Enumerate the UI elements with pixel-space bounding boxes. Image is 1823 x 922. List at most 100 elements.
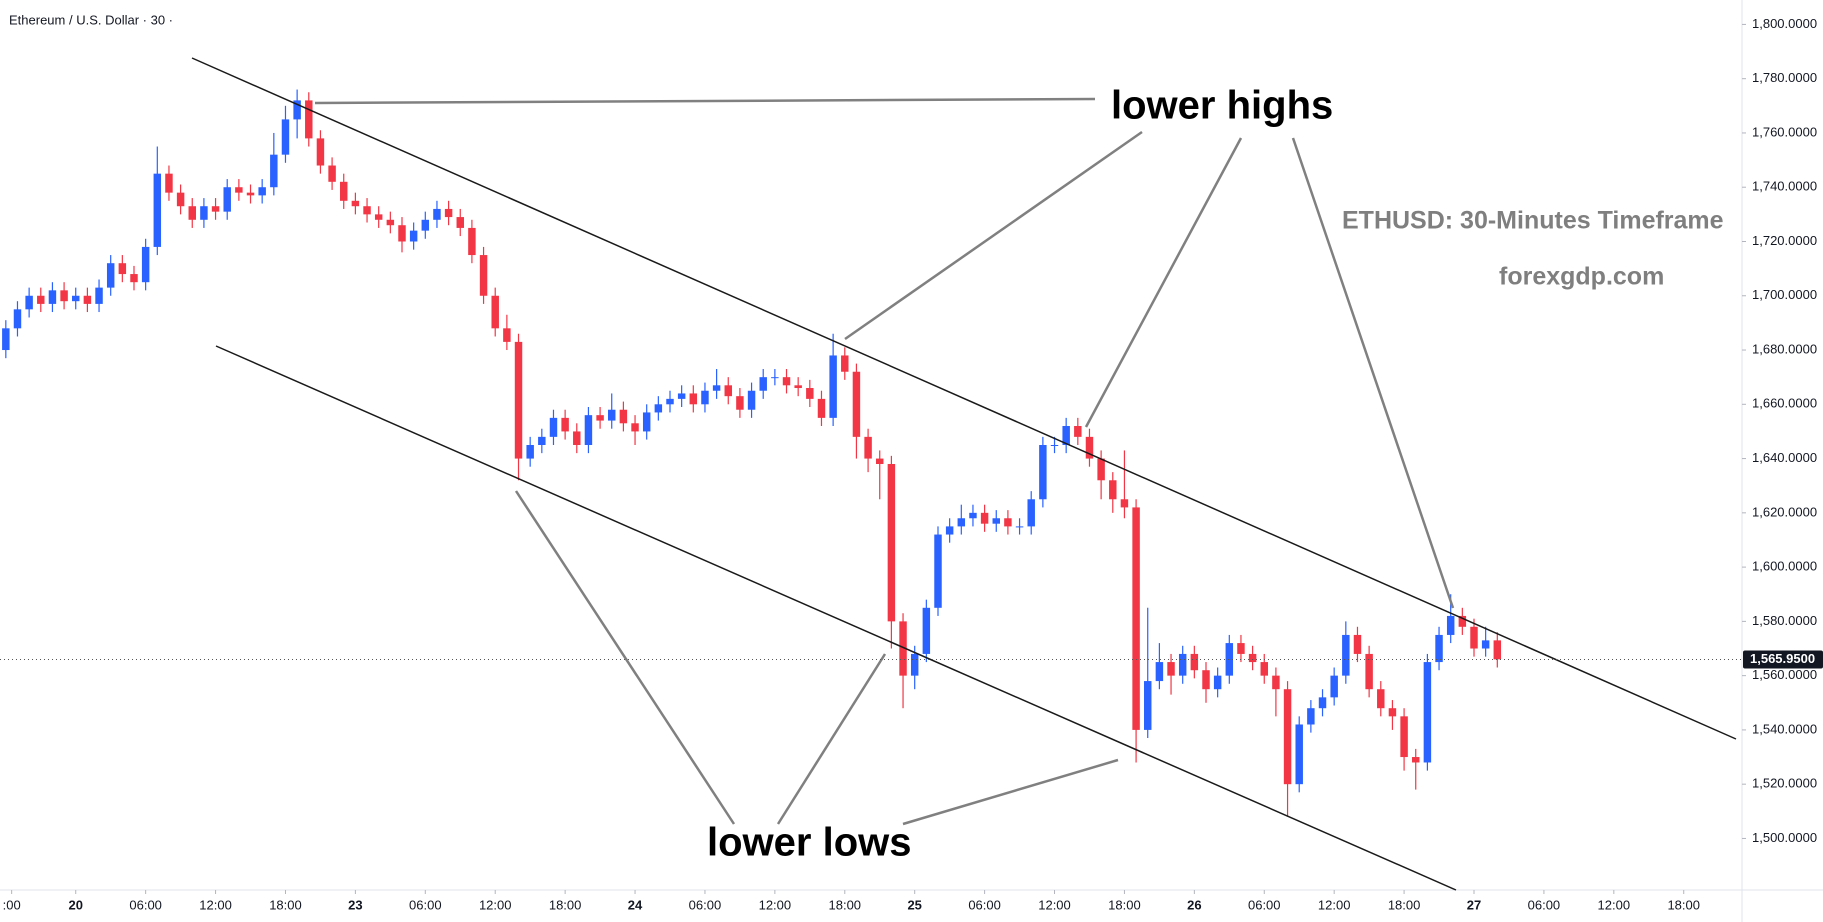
upper-channel-line — [191, 57, 1737, 740]
candle-body — [1318, 697, 1327, 709]
annotation-lines — [314, 97, 1455, 826]
candle-body — [887, 463, 896, 622]
candle-body — [13, 309, 22, 329]
candle-body — [631, 423, 639, 432]
y-tick-label: 1,640.0000 — [1752, 450, 1817, 465]
candle-body — [141, 246, 150, 283]
candle-body — [176, 192, 185, 207]
x-tick-label: 12:00 — [479, 897, 512, 912]
candle-body — [223, 187, 231, 212]
candle-body — [1039, 445, 1047, 500]
candles — [2, 89, 1502, 817]
y-tick-label: 1,760.0000 — [1752, 124, 1817, 139]
candle-body — [1470, 626, 1478, 649]
candle-body — [573, 431, 581, 445]
candle-body — [736, 396, 744, 410]
candle-body — [654, 404, 663, 413]
pointer-line — [1291, 137, 1455, 609]
candle-body — [1330, 675, 1338, 698]
annotation: lower highs — [1111, 84, 1333, 128]
candle-body — [1085, 436, 1094, 459]
y-tick-label: 1,700.0000 — [1752, 287, 1817, 302]
candle-body — [596, 415, 604, 421]
candle-body — [1132, 507, 1140, 730]
candle-body — [817, 398, 826, 418]
x-tick-label: 06:00 — [968, 897, 1001, 912]
candle-body — [153, 173, 162, 247]
candle-body — [25, 295, 33, 310]
candle-body — [1388, 708, 1397, 717]
candle-body — [1120, 499, 1129, 508]
candle-body — [608, 409, 616, 421]
x-tick-label: 06:00 — [1248, 897, 1281, 912]
candle-body — [374, 214, 383, 220]
candle-body — [409, 230, 418, 242]
candle-body — [118, 263, 127, 275]
y-tick-label: 1,560.0000 — [1752, 667, 1817, 682]
candle-body — [1074, 426, 1082, 437]
last-price-box — [1743, 650, 1823, 669]
candle-body — [1004, 518, 1012, 527]
candle-body — [188, 206, 196, 220]
candle-body — [771, 377, 779, 379]
candle-body — [899, 621, 907, 676]
candle-body — [1015, 526, 1024, 528]
candle-body — [363, 206, 371, 215]
lower-channel-line — [215, 345, 1457, 891]
candle-body — [852, 371, 861, 437]
y-tick-label: 1,780.0000 — [1752, 70, 1817, 85]
candle-body — [1377, 689, 1385, 709]
x-tick-label: 06:00 — [129, 897, 162, 912]
pointer-line — [902, 758, 1119, 826]
candle-body — [1213, 675, 1222, 690]
candle-body — [642, 412, 651, 432]
candle-body — [444, 208, 453, 218]
website-note: forexgdp.com — [1499, 263, 1664, 291]
y-tick-label: 1,620.0000 — [1752, 504, 1817, 519]
candle-body — [1295, 724, 1303, 785]
candle-body — [211, 206, 220, 212]
candle-body — [794, 385, 802, 389]
x-tick-label: 12:00 — [1038, 897, 1071, 912]
x-tick-label: :00 — [3, 897, 21, 912]
y-tick-label: 1,720.0000 — [1752, 233, 1817, 248]
y-tick-label: 1,660.0000 — [1752, 396, 1817, 411]
candle-body — [677, 393, 686, 399]
candle-body — [72, 295, 80, 302]
x-tick-label: 12:00 — [759, 897, 792, 912]
candle-body — [479, 255, 488, 296]
timeframe-note: ETHUSD: 30-Minutes Timeframe — [1342, 207, 1724, 235]
candle-body — [1353, 634, 1362, 654]
candle-body — [759, 377, 767, 391]
x-tick-label: 20 — [69, 897, 83, 912]
candle-body — [666, 398, 674, 405]
x-tick-label: 27 — [1467, 897, 1481, 912]
candle-body — [83, 295, 92, 304]
candle-body — [60, 290, 68, 302]
pointer-line — [776, 653, 887, 825]
candle-body — [165, 173, 173, 193]
candle-body — [1144, 681, 1152, 730]
candle-body — [258, 187, 266, 196]
candle-body — [712, 385, 721, 391]
candle-body — [421, 219, 430, 231]
candle-body — [503, 328, 511, 342]
candle-body — [841, 355, 849, 372]
candle-body — [1109, 480, 1117, 500]
x-tick-label: 18:00 — [829, 897, 862, 912]
candle-body — [538, 436, 546, 445]
candle-body — [1062, 426, 1070, 445]
candle-body — [514, 341, 523, 459]
candle-body — [340, 181, 348, 201]
candle-body — [957, 518, 966, 527]
candle-body — [1248, 653, 1257, 663]
candle-body — [1307, 708, 1315, 725]
y-tick-label: 1,800.0000 — [1752, 16, 1817, 31]
candle-body — [945, 526, 954, 535]
candle-body — [37, 295, 45, 304]
candle-body — [48, 290, 57, 304]
candle-body — [689, 393, 698, 405]
candle-body — [829, 355, 837, 418]
candle-body — [910, 653, 919, 676]
